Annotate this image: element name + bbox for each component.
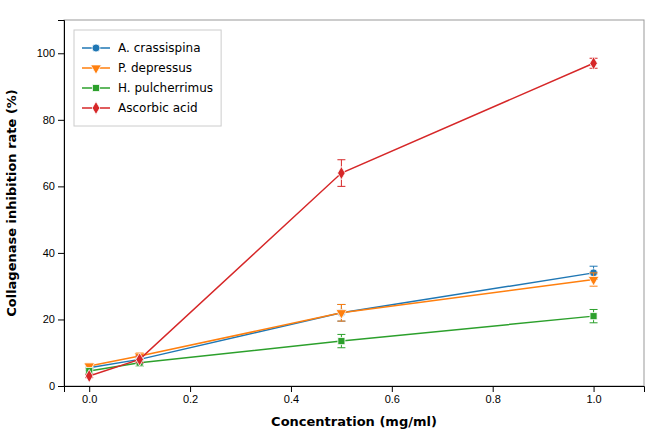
point: [588, 276, 599, 285]
y-tick: 100: [37, 47, 64, 59]
error-bar-cap: [337, 159, 345, 160]
y-tick: 0: [49, 380, 64, 392]
y-tick: 40: [43, 247, 64, 259]
x-axis: 0.0 0.2 0.4 0.6 0.8 1.0: [65, 386, 645, 405]
y-tick: 20: [43, 313, 64, 325]
series-line: [89, 316, 593, 371]
series-line: [89, 273, 593, 368]
y-axis-title: Collagenase inhibition rate (%): [4, 89, 19, 317]
error-bar: [590, 309, 598, 322]
series: [85, 57, 597, 383]
y-tick-label: 80: [43, 114, 55, 126]
x-tick-label: 0.8: [486, 393, 501, 405]
y-tick-mark: [58, 53, 64, 54]
point: [590, 57, 598, 70]
legend-label: P. depressus: [118, 61, 192, 75]
x-domain: [65, 387, 645, 393]
plot-frame: [64, 20, 644, 386]
error-bar-cap: [590, 272, 598, 273]
x-tick: 0.4: [284, 386, 299, 405]
legend-frame: [74, 30, 221, 126]
y-axis: 0 20 40 60 80 100: [37, 21, 65, 393]
data-area: [84, 57, 599, 383]
x-tick-mark: [493, 386, 494, 392]
x-tick: 0.2: [183, 386, 198, 405]
y-tick-label: 40: [43, 247, 55, 259]
point: [336, 310, 347, 319]
legend-item: H. pulcherrimus: [82, 81, 213, 95]
legend-item: A. crassispina: [82, 41, 201, 55]
x-tick-label: 0.2: [183, 393, 198, 405]
series: [84, 273, 599, 372]
legend-label: A. crassispina: [118, 41, 201, 55]
error-bar-cap: [590, 322, 598, 323]
y-tick: 80: [43, 114, 64, 126]
series-line: [89, 280, 593, 367]
error-bar-cap: [337, 347, 345, 348]
legend-swatch-marker: [91, 65, 102, 74]
legend-swatch-marker: [92, 44, 100, 52]
error-bar-cap: [337, 334, 345, 335]
x-tick-mark: [89, 386, 90, 392]
chart: 0.0 0.2 0.4 0.6 0.8 1.0 0 20 40 60 80 100 A. crassis…: [0, 0, 668, 438]
legend-label: Ascorbic acid: [118, 101, 198, 115]
y-tick-mark: [58, 386, 64, 387]
x-tick-mark: [594, 386, 595, 392]
x-tick-mark: [190, 386, 191, 392]
legend-item: P. depressus: [82, 61, 192, 75]
error-bar-cap: [337, 304, 345, 305]
error-bar: [337, 334, 345, 347]
error-bar: [337, 160, 345, 187]
x-tick-mark: [291, 386, 292, 392]
x-tick-label: 0.4: [284, 393, 299, 405]
point: [136, 353, 144, 366]
y-tick-label: 100: [37, 47, 55, 59]
legend-swatch-marker: [92, 84, 99, 91]
point: [590, 313, 597, 320]
legend-label: H. pulcherrimus: [118, 81, 213, 95]
y-tick-mark: [58, 253, 64, 254]
x-tick-label: 1.0: [586, 393, 601, 405]
y-tick-label: 60: [43, 180, 55, 192]
y-tick-mark: [58, 319, 64, 320]
error-bar-cap: [337, 304, 345, 305]
point: [338, 338, 345, 345]
series-line: [89, 63, 593, 376]
y-domain: [58, 21, 65, 387]
x-tick-mark: [392, 386, 393, 392]
series: [85, 266, 597, 371]
x-tick: 1.0: [586, 386, 601, 405]
plot: 0.0 0.2 0.4 0.6 0.8 1.0 0 20 40 60 80 100 A. crassis…: [37, 20, 645, 405]
y-tick-mark: [58, 186, 64, 187]
x-tick-label: 0.0: [82, 393, 97, 405]
x-axis-title: Concentration (mg/ml): [271, 414, 437, 429]
y-tick-label: 20: [43, 313, 55, 325]
error-bar-cap: [590, 266, 598, 267]
legend-item: Ascorbic acid: [82, 101, 198, 115]
y-tick-label: 0: [49, 380, 55, 392]
error-bar-cap: [337, 186, 345, 187]
x-tick-label: 0.6: [385, 393, 400, 405]
x-tick: 0.8: [486, 386, 501, 405]
point: [85, 369, 93, 382]
y-tick: 60: [43, 180, 64, 192]
legend: A. crassispina P. depressus H. pulcherrimu…: [74, 30, 221, 126]
x-tick: 0.0: [82, 386, 97, 405]
x-tick: 0.6: [385, 386, 400, 405]
legend-swatch-marker: [92, 101, 100, 114]
y-tick-mark: [58, 120, 64, 121]
series: [85, 309, 597, 374]
error-bar-cap: [590, 309, 598, 310]
point: [338, 166, 346, 179]
error-bar-cap: [337, 321, 345, 322]
error-bar-cap: [337, 321, 345, 322]
